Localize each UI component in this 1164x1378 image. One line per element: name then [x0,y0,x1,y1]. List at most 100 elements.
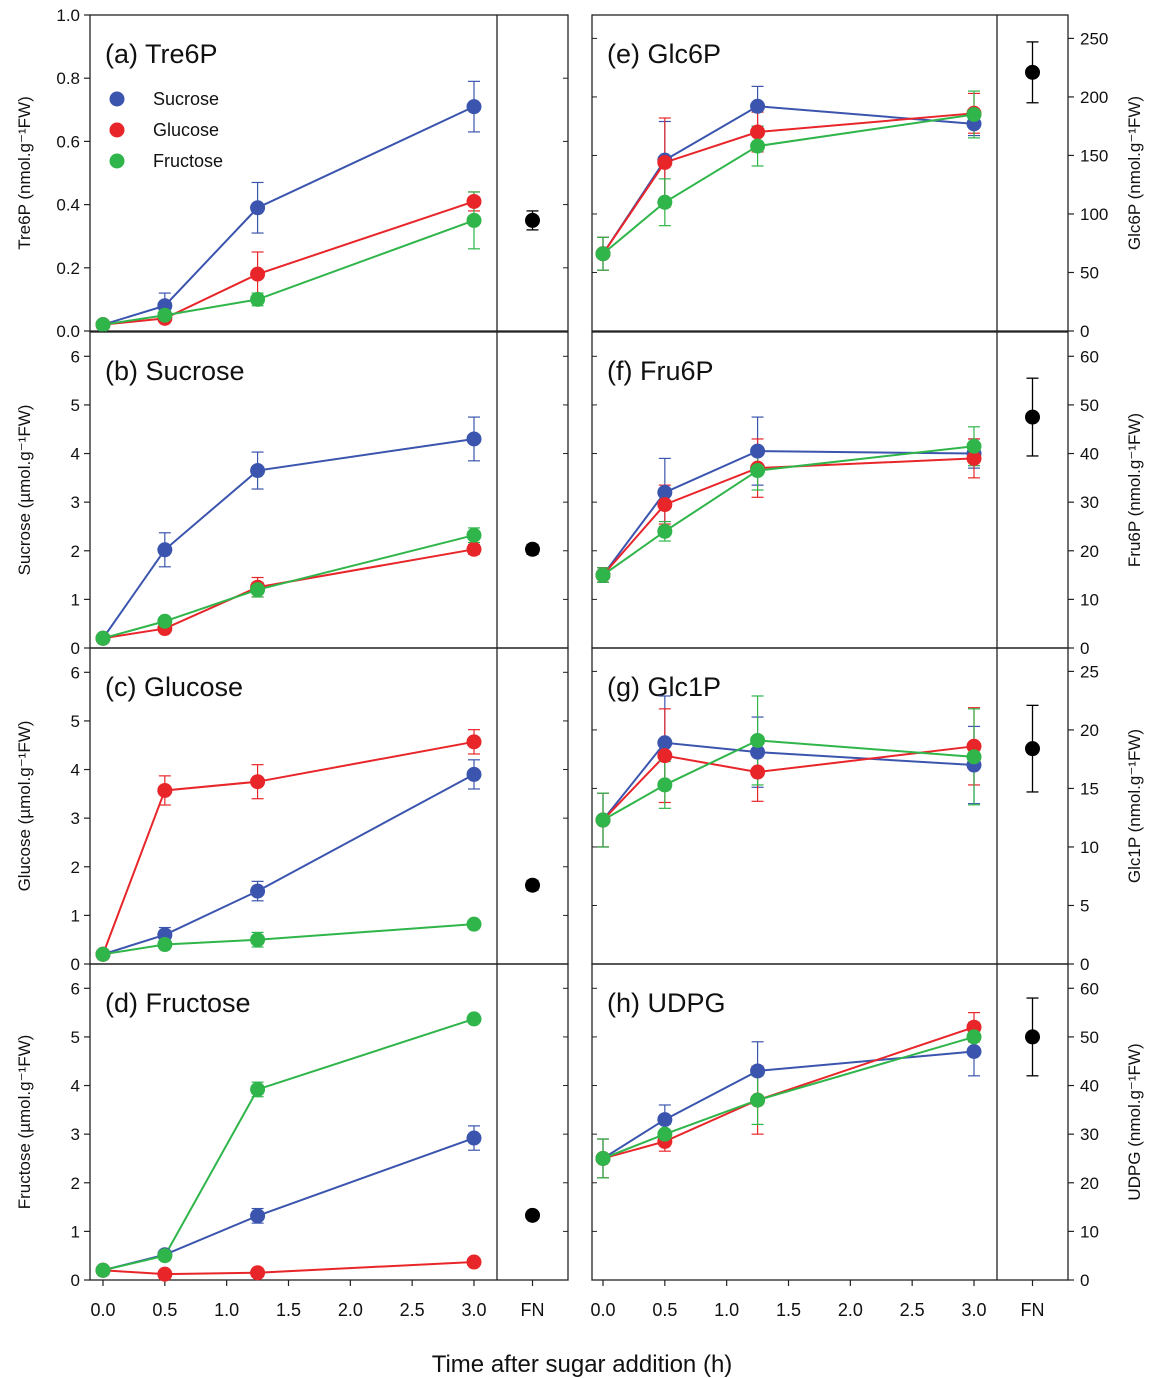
legend-marker-sucrose [109,91,125,107]
data-point-sucrose [250,883,266,899]
y-tick-label: 1 [71,590,80,609]
legend-marker-fructose [109,153,125,169]
data-point-fructose [750,732,766,748]
data-point-fructose [250,1081,266,1097]
data-point-sucrose [250,463,266,479]
series-line-fructose [602,1035,975,1160]
y-axis-label: Tre6P (nmol.g⁻¹FW) [15,96,34,250]
y-tick-label: 30 [1080,1125,1099,1144]
x-tick-label: 2.0 [338,1300,363,1320]
data-point-fructose [657,1126,673,1142]
legend-label: Sucrose [153,89,219,109]
y-tick-label: 30 [1080,493,1099,512]
y-tick-label: 4 [71,445,80,464]
x-tick-label: 1.5 [776,1300,801,1320]
data-point-sucrose [657,1112,673,1128]
y-tick-label: 50 [1080,1028,1099,1047]
series-line-fructose [602,739,975,821]
y-tick-label: 5 [71,712,80,731]
y-tick-label: 60 [1080,979,1099,998]
y-tick-label: 4 [71,1077,80,1096]
y-tick-label: 2 [71,858,80,877]
y-tick-label: 2 [71,1174,80,1193]
data-point-glucose [466,1254,482,1270]
fn-point [525,212,540,228]
x-axis-label: Time after sugar addition (h) [432,1351,733,1378]
series-line-glucose [602,457,975,576]
data-point-glucose [157,1266,173,1282]
x-tick-label: 0.0 [590,1300,615,1320]
y-tick-label: 5 [1080,896,1089,915]
data-point-glucose [250,774,266,790]
x-tick-label: 0.5 [652,1300,677,1320]
data-point-fructose [966,1029,982,1045]
y-axis-label: UDPG (nmol.g⁻¹FW) [1125,1043,1144,1200]
data-point-sucrose [157,542,173,558]
series-line-fructose [102,1017,475,1272]
panel-title: (a) Tre6P [105,39,218,69]
y-tick-label: 150 [1080,146,1108,165]
y-tick-label: 20 [1080,542,1099,561]
y-tick-label: 0.4 [56,196,80,215]
data-point-fructose [466,1011,482,1027]
data-point-glucose [750,764,766,780]
x-tick-label: 1.5 [276,1300,301,1320]
series-line-fructose [602,113,975,255]
panel-frame [591,963,1069,1281]
panel-title: (b) Sucrose [105,356,245,386]
y-tick-label: 10 [1080,1222,1099,1241]
y-tick-label: 40 [1080,445,1099,464]
y-tick-label: 250 [1080,29,1108,48]
y-tick-label: 0.0 [56,322,80,341]
panel-c: 0 1 2 3 4 5 6 Glucose (µmol.g⁻¹FW) (c) Glucose [15,647,569,974]
x-tick-label: 3.0 [461,1300,486,1320]
data-point-fructose [95,317,111,333]
series-line-glucose [602,112,975,255]
y-axis-label: Fru6P (nmol.g⁻¹FW) [1125,413,1144,567]
y-tick-label: 15 [1080,779,1099,798]
panel-frame [591,14,1069,332]
data-point-fructose [750,1092,766,1108]
y-tick-label: 2 [71,542,80,561]
data-point-glucose [657,497,673,513]
x-tick-label: 2.0 [838,1300,863,1320]
y-tick-label: 1.0 [56,6,80,25]
series-line-glucose [102,1261,475,1276]
data-point-glucose [466,541,482,557]
y-tick-label: 0 [71,1271,80,1290]
series-line-fructose [602,445,975,576]
y-tick-label: 3 [71,809,80,828]
fn-point [1025,409,1040,425]
data-point-sucrose [250,1208,266,1224]
data-point-glucose [966,738,982,754]
x-tick-label: 0.0 [90,1300,115,1320]
y-tick-label: 6 [71,979,80,998]
data-point-fructose [595,567,611,583]
series-line-sucrose [602,1050,975,1160]
panel-title: (d) Fructose [105,988,251,1018]
y-tick-label: 6 [71,663,80,682]
data-point-glucose [966,450,982,466]
data-point-fructose [95,630,111,646]
y-axis-label: Fructose (µmol.g⁻¹FW) [15,1035,34,1210]
data-point-fructose [595,1150,611,1166]
series-line-fructose [102,534,475,640]
y-tick-label: 200 [1080,88,1108,107]
data-point-sucrose [750,1063,766,1079]
series-line-glucose [102,740,475,955]
y-tick-label: 10 [1080,590,1099,609]
y-tick-label: 40 [1080,1077,1099,1096]
data-point-fructose [750,463,766,479]
data-point-glucose [250,1265,266,1281]
data-point-fructose [595,246,611,262]
series-line-fructose [102,219,475,326]
data-point-sucrose [966,1044,982,1060]
x-tick-label: 2.5 [900,1300,925,1320]
fn-point [1025,741,1040,757]
fn-point [1025,64,1040,80]
data-point-fructose [157,937,173,953]
data-point-sucrose [466,431,482,447]
data-point-fructose [657,194,673,210]
data-point-sucrose [750,98,766,114]
data-point-fructose [966,106,982,122]
